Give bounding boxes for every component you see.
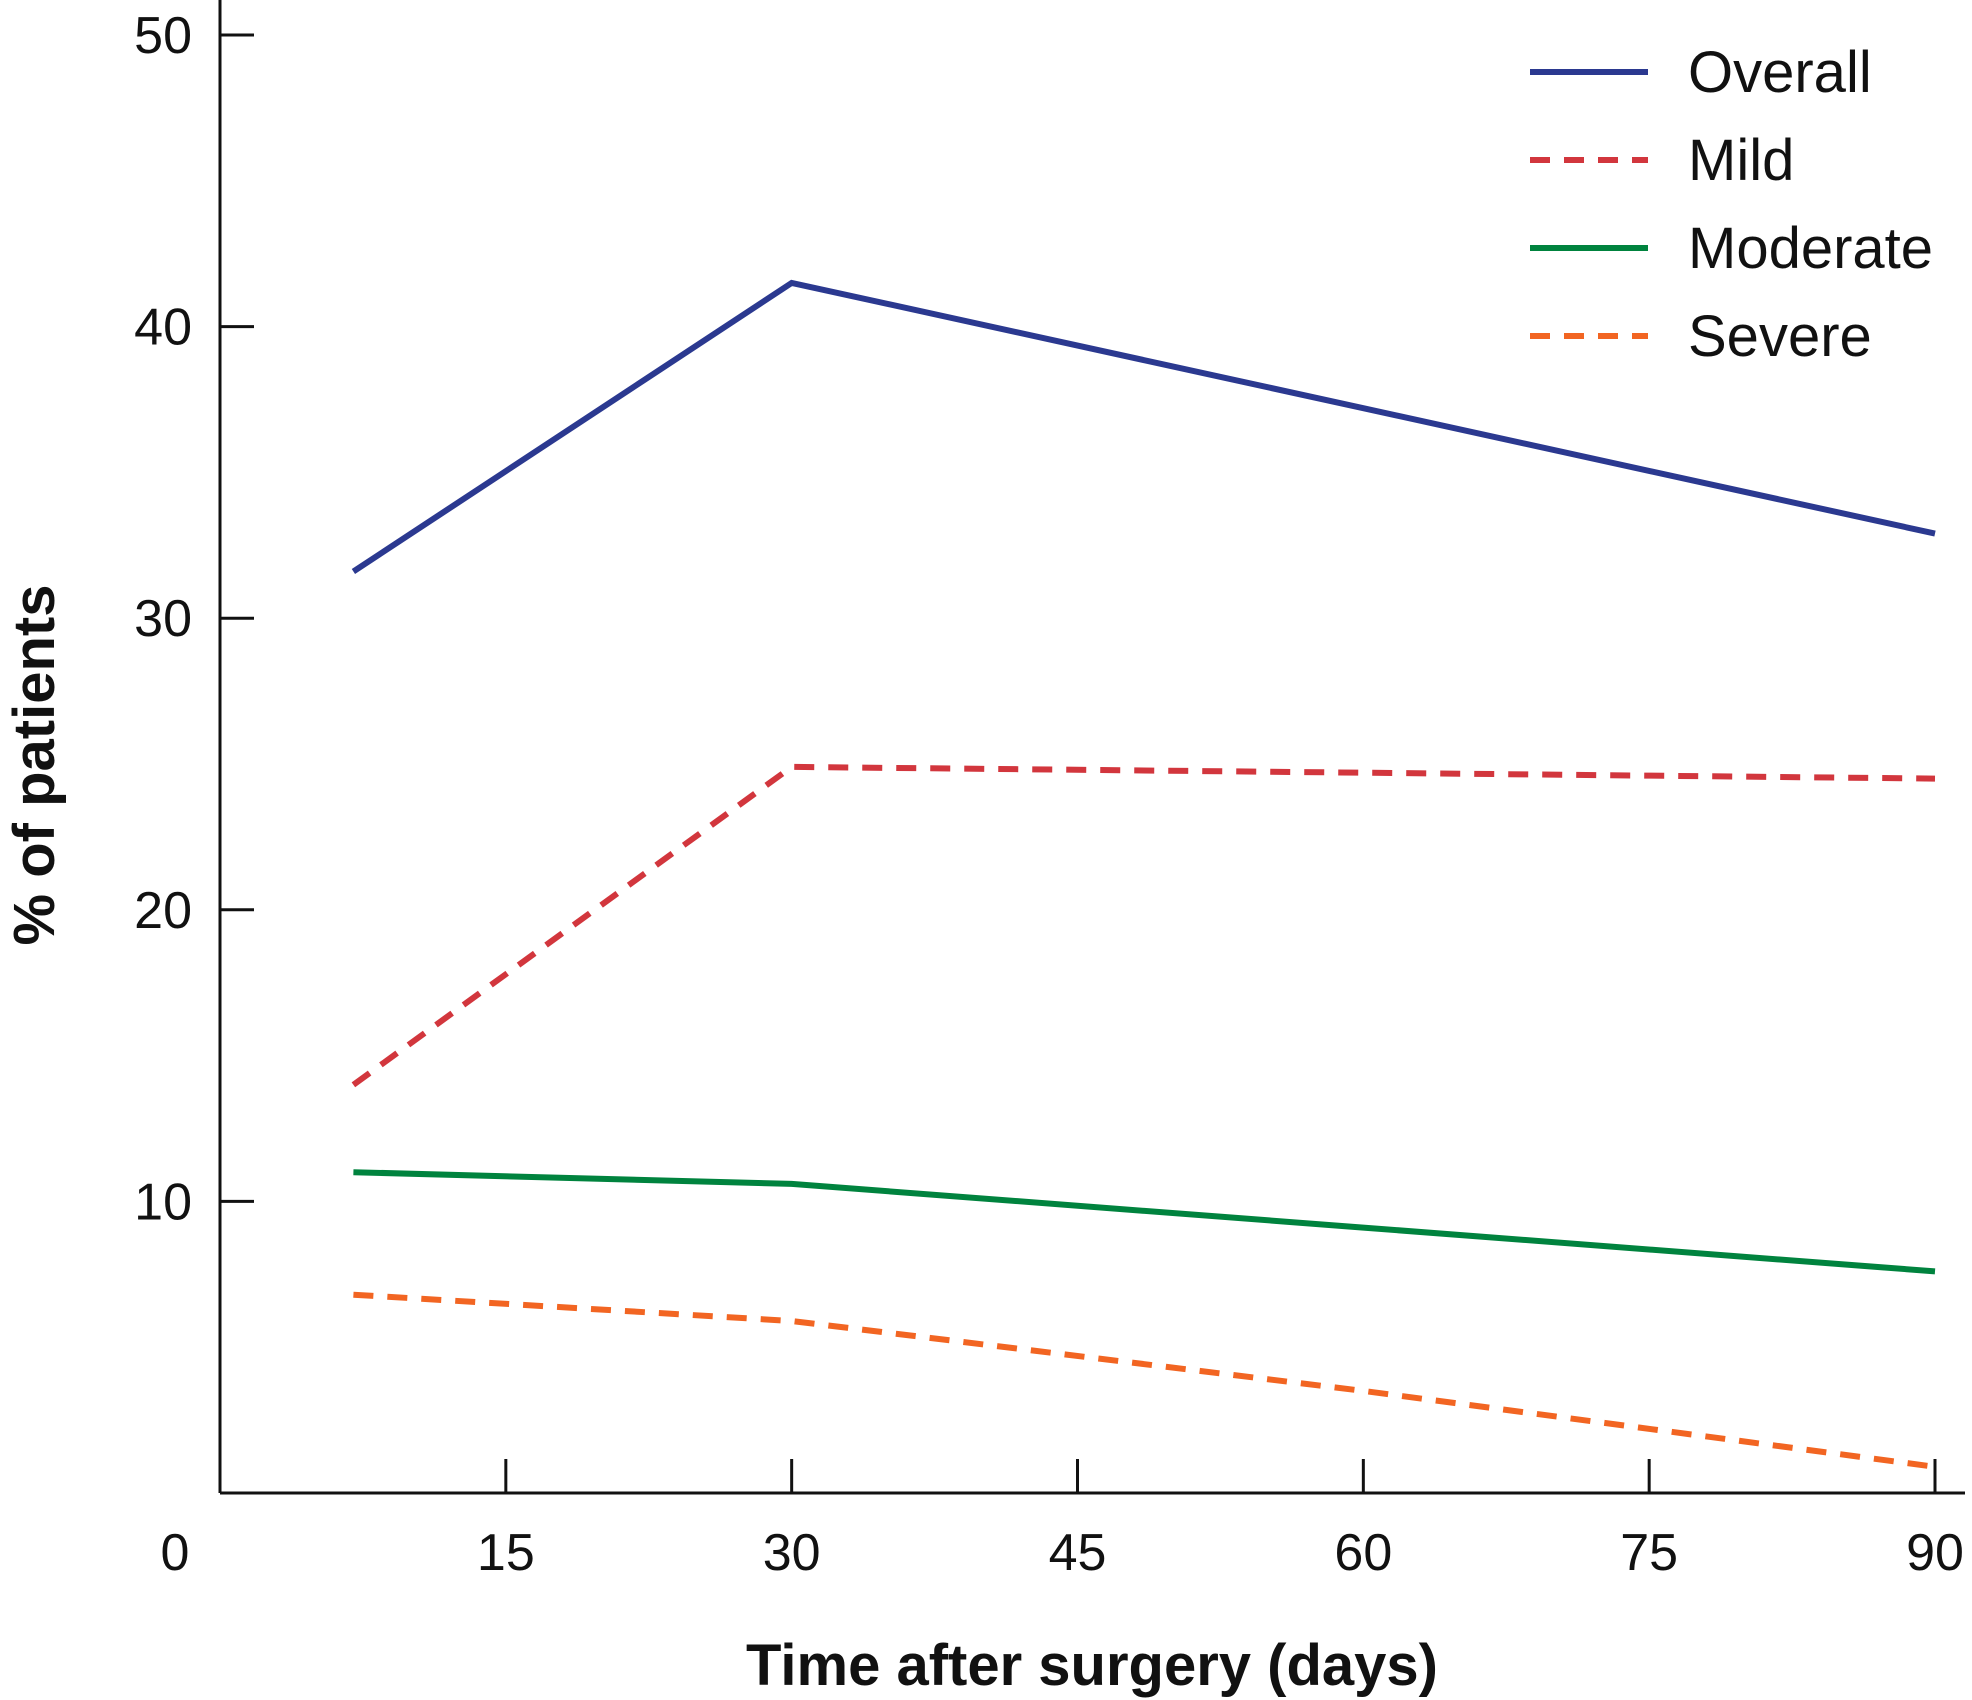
- x-tick-label: 90: [1906, 1524, 1964, 1582]
- ticks: 15 30 45 60 75 90 10 20 30 40 50: [134, 7, 1964, 1582]
- x-tick-label: 30: [763, 1524, 821, 1582]
- series-line-severe: [353, 1291, 1936, 1470]
- x-tick-label: 75: [1620, 1524, 1678, 1582]
- series-lines: [351, 279, 1936, 1470]
- y-tick-label: 40: [134, 299, 192, 357]
- series-line-mild: [351, 763, 1936, 1088]
- y-tick-label: 50: [134, 7, 192, 65]
- legend: Overall Mild Moderate Severe: [1530, 40, 1933, 369]
- series-line-moderate: [353, 1169, 1936, 1275]
- legend-label-severe: Severe: [1688, 304, 1872, 369]
- y-axis-title: % of patients: [2, 585, 67, 946]
- axes: [218, 0, 1965, 1495]
- legend-label-mild: Mild: [1688, 128, 1794, 193]
- x-axis-title: Time after surgery (days): [746, 1633, 1438, 1698]
- y-tick-label: 30: [134, 590, 192, 648]
- y-tick-label: 20: [134, 882, 192, 940]
- series-line-overall: [351, 279, 1936, 575]
- origin-tick-label: 0: [161, 1524, 190, 1582]
- x-tick-label: 15: [477, 1524, 535, 1582]
- y-tick-label: 10: [134, 1173, 192, 1231]
- x-tick-label: 60: [1334, 1524, 1392, 1582]
- x-tick-label: 45: [1049, 1524, 1107, 1582]
- legend-label-moderate: Moderate: [1688, 216, 1933, 281]
- legend-label-overall: Overall: [1688, 40, 1872, 105]
